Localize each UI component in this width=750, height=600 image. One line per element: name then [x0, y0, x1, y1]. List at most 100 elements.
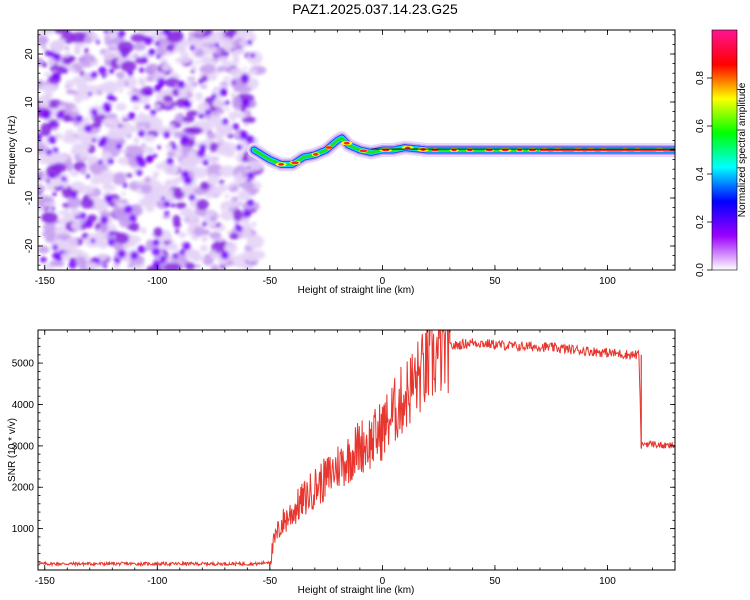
noise-blob	[200, 85, 208, 89]
noise-peak	[51, 72, 60, 81]
noise-peak	[49, 172, 54, 178]
noise-peak	[157, 77, 166, 87]
noise-blob	[172, 214, 181, 226]
noise-blob	[162, 95, 173, 102]
noise-blob	[230, 92, 236, 98]
noise-blob	[54, 65, 66, 75]
noise-peak	[47, 135, 57, 145]
noise-blob	[133, 136, 140, 145]
noise-blob	[52, 152, 64, 158]
noise-peak	[94, 257, 101, 264]
noise-peak	[98, 66, 107, 75]
x-tick-label: 0	[380, 276, 386, 287]
noise-blob	[209, 231, 222, 240]
noise-blob	[194, 30, 205, 36]
noise-peak	[224, 100, 230, 106]
noise-peak	[42, 111, 51, 120]
noise-blob	[126, 173, 133, 178]
noise-blob	[224, 245, 234, 252]
noise-blob	[96, 89, 103, 96]
noise-blob	[141, 184, 152, 194]
noise-peak	[183, 176, 193, 185]
snr-x-axis-label: Height of straight line (km)	[298, 585, 415, 596]
noise-peak	[63, 68, 69, 74]
noise-blob	[191, 166, 209, 179]
noise-peak	[214, 42, 220, 48]
noise-blob	[242, 201, 260, 212]
noise-blob	[145, 239, 155, 251]
noise-blob	[146, 75, 154, 82]
noise-peak	[117, 249, 127, 259]
noise-blob	[51, 127, 58, 131]
spectrogram-noise-texture	[38, 30, 267, 270]
noise-blob	[173, 106, 178, 111]
noise-peak	[45, 148, 53, 156]
noise-blob	[200, 244, 209, 252]
noise-peak	[179, 248, 186, 255]
noise-blob	[38, 143, 47, 154]
noise-blob	[181, 187, 190, 193]
noise-blob	[85, 262, 99, 270]
noise-blob	[76, 127, 85, 134]
y-tick-label: 1000	[12, 524, 35, 535]
noise-blob	[79, 167, 87, 175]
snr-y-axis-label: SNR (10 * v/v)	[7, 418, 18, 482]
noise-blob	[146, 65, 157, 73]
noise-blob	[72, 76, 82, 84]
snr-panel: -150 -100 -50 0 50 100 1000 2000 3000 4000 5000 He…	[7, 329, 676, 596]
noise-blob	[44, 91, 54, 99]
noise-blob	[53, 69, 58, 73]
noise-blob	[57, 225, 65, 231]
noise-peak	[198, 112, 205, 119]
noise-peak	[145, 90, 151, 96]
noise-blob	[112, 172, 127, 186]
noise-blob	[196, 199, 209, 211]
noise-peak	[149, 109, 157, 116]
noise-blob	[238, 38, 249, 48]
noise-blob	[187, 150, 197, 160]
noise-peak	[196, 149, 206, 158]
noise-peak	[104, 194, 113, 203]
noise-blob	[127, 90, 135, 97]
noise-blob	[161, 63, 171, 72]
noise-blob	[175, 202, 187, 210]
noise-peak	[59, 249, 65, 255]
noise-peak	[68, 260, 78, 269]
noise-peak	[46, 178, 51, 184]
figure-title: PAZ1.2025.037.14.23.G25	[292, 1, 458, 17]
noise-blob	[169, 141, 176, 146]
noise-peak	[157, 145, 162, 150]
noise-peak	[211, 93, 217, 100]
noise-blob	[65, 161, 74, 172]
noise-blob	[58, 105, 66, 110]
spectrogram-signal-ridge	[247, 131, 675, 172]
noise-blob	[90, 115, 94, 121]
noise-blob	[140, 227, 147, 234]
noise-blob	[216, 222, 222, 227]
noise-blob	[62, 134, 78, 144]
noise-peak	[202, 159, 209, 166]
noise-peak	[156, 54, 161, 60]
x-tick-label: -50	[263, 276, 278, 287]
noise-blob	[100, 231, 108, 241]
noise-blob	[211, 174, 220, 180]
noise-peak	[151, 247, 161, 257]
noise-blob	[38, 184, 46, 193]
noise-blob	[216, 65, 226, 72]
noise-peak	[219, 88, 228, 97]
noise-blob	[230, 50, 240, 58]
noise-blob	[193, 226, 206, 237]
noise-peak	[56, 73, 61, 79]
noise-peak	[102, 263, 108, 269]
noise-peak	[127, 70, 134, 77]
noise-blob	[115, 80, 122, 88]
noise-blob	[233, 85, 253, 93]
noise-blob	[173, 46, 186, 53]
noise-blob	[119, 149, 128, 154]
noise-blob	[163, 240, 172, 245]
noise-blob	[99, 210, 112, 218]
noise-blob	[135, 95, 151, 104]
noise-blob	[242, 263, 254, 270]
noise-blob	[248, 162, 253, 167]
noise-peak	[135, 154, 144, 164]
